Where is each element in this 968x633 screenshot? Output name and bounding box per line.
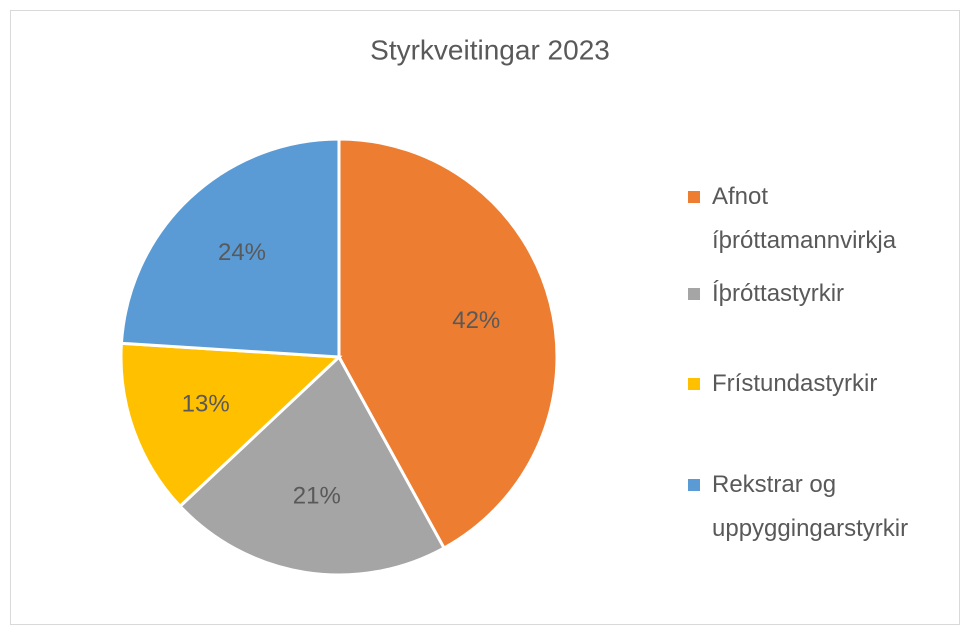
legend-label: Afnot íþróttamannvirkja [712, 183, 897, 254]
legend-label: Rekstrar og uppyggingarstyrkir [712, 471, 909, 542]
pie-slice [119, 341, 343, 509]
data-label: 24% [218, 239, 266, 266]
legend-swatch [688, 288, 700, 300]
chart-title: Styrkveitingar 2023 [370, 34, 610, 65]
legend-label: Íþróttastyrkir [712, 280, 845, 307]
data-label: 42% [452, 307, 500, 334]
data-label: 21% [293, 482, 341, 509]
pie-slice [119, 137, 341, 359]
legend-label: Frístundastyrkir [712, 370, 878, 397]
legend-swatch [688, 191, 700, 203]
data-label: 13% [182, 390, 230, 417]
legend-swatch [688, 479, 700, 491]
legend-swatch [688, 378, 700, 390]
pie-slice [337, 137, 559, 551]
pie-slice [177, 354, 447, 577]
